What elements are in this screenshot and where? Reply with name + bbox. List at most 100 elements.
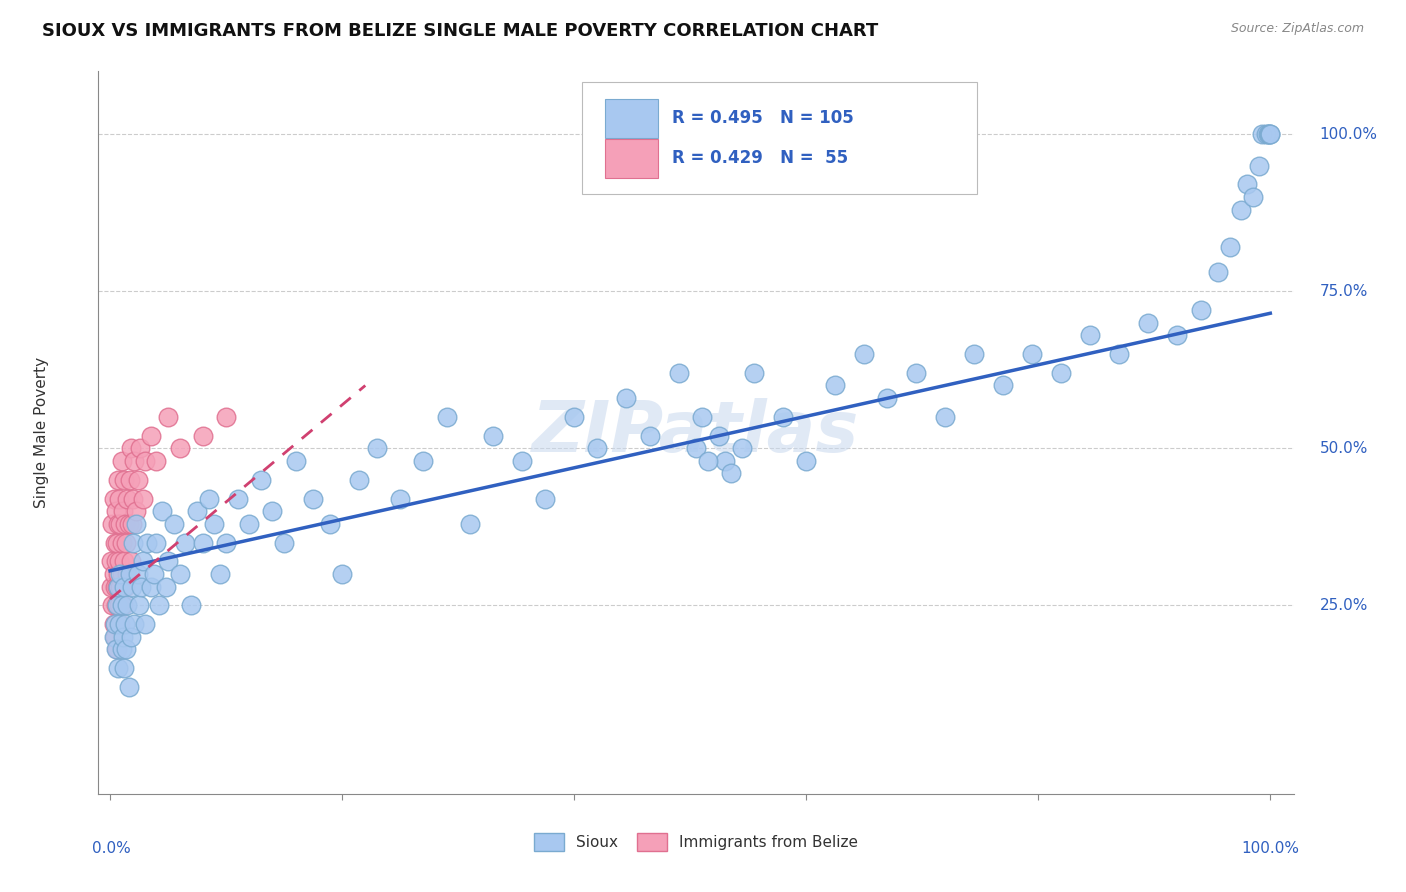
- Point: [104, 642, 127, 657]
- Point: [155, 580, 177, 594]
- Text: Single Male Poverty: Single Male Poverty: [34, 357, 49, 508]
- Point: [330, 566, 353, 581]
- Point: [731, 442, 754, 456]
- Point: [117, 680, 139, 694]
- Point: [134, 617, 156, 632]
- Point: [157, 409, 180, 424]
- Text: ZIPatlas: ZIPatlas: [533, 398, 859, 467]
- Point: [614, 391, 637, 405]
- Point: [389, 491, 412, 506]
- Point: [108, 491, 131, 506]
- Point: [114, 516, 136, 531]
- Point: [112, 554, 135, 568]
- Point: [115, 535, 138, 549]
- Text: SIOUX VS IMMIGRANTS FROM BELIZE SINGLE MALE POVERTY CORRELATION CHART: SIOUX VS IMMIGRANTS FROM BELIZE SINGLE M…: [42, 22, 879, 40]
- Point: [124, 617, 146, 632]
- Point: [111, 454, 134, 468]
- Text: Source: ZipAtlas.com: Source: ZipAtlas.com: [1230, 22, 1364, 36]
- Point: [111, 599, 134, 613]
- Point: [110, 516, 132, 531]
- Point: [638, 429, 661, 443]
- Point: [145, 454, 167, 468]
- Point: [124, 516, 146, 531]
- Point: [101, 599, 124, 613]
- Point: [1258, 127, 1281, 141]
- Point: [436, 409, 458, 424]
- Point: [111, 630, 134, 644]
- Point: [284, 454, 307, 468]
- Point: [319, 516, 342, 531]
- Point: [209, 566, 232, 581]
- Point: [128, 599, 150, 613]
- Point: [772, 409, 794, 424]
- Point: [174, 535, 197, 549]
- Point: [104, 535, 127, 549]
- Point: [114, 617, 136, 632]
- Legend: Sioux, Immigrants from Belize: Sioux, Immigrants from Belize: [526, 826, 866, 858]
- Point: [107, 566, 129, 581]
- Point: [100, 554, 122, 568]
- Point: [143, 566, 166, 581]
- Point: [120, 442, 142, 456]
- Point: [1254, 127, 1277, 141]
- Point: [121, 516, 143, 531]
- Point: [1241, 190, 1264, 204]
- Point: [107, 516, 129, 531]
- Point: [110, 580, 132, 594]
- Point: [1247, 159, 1270, 173]
- Point: [963, 347, 986, 361]
- FancyBboxPatch shape: [605, 99, 658, 138]
- FancyBboxPatch shape: [582, 82, 977, 194]
- Point: [107, 580, 129, 594]
- Point: [124, 504, 146, 518]
- Point: [696, 454, 718, 468]
- Point: [111, 504, 134, 518]
- Point: [134, 454, 156, 468]
- Point: [103, 617, 125, 632]
- Point: [668, 366, 690, 380]
- Point: [690, 409, 713, 424]
- Point: [101, 516, 124, 531]
- Point: [127, 473, 149, 487]
- Point: [204, 516, 226, 531]
- Point: [117, 566, 139, 581]
- Point: [104, 580, 127, 594]
- Point: [273, 535, 295, 549]
- Point: [104, 504, 127, 518]
- Point: [104, 599, 127, 613]
- Text: 50.0%: 50.0%: [1320, 441, 1368, 456]
- Point: [103, 566, 125, 581]
- Point: [1258, 127, 1281, 141]
- Point: [412, 454, 434, 468]
- Text: R = 0.495   N = 105: R = 0.495 N = 105: [672, 110, 853, 128]
- Point: [108, 617, 131, 632]
- Text: 75.0%: 75.0%: [1320, 284, 1368, 299]
- Point: [169, 442, 191, 456]
- Point: [124, 454, 146, 468]
- Point: [111, 535, 134, 549]
- Point: [250, 473, 273, 487]
- Point: [112, 661, 135, 675]
- Point: [215, 409, 238, 424]
- Point: [169, 566, 191, 581]
- Point: [111, 566, 134, 581]
- Text: 100.0%: 100.0%: [1320, 127, 1378, 142]
- Point: [180, 599, 202, 613]
- Point: [993, 378, 1015, 392]
- Point: [714, 454, 737, 468]
- Point: [1206, 265, 1229, 279]
- Point: [120, 630, 142, 644]
- Point: [1080, 328, 1102, 343]
- Point: [112, 473, 135, 487]
- Point: [1021, 347, 1043, 361]
- Point: [122, 535, 145, 549]
- Point: [115, 642, 138, 657]
- Point: [120, 554, 142, 568]
- Point: [111, 599, 134, 613]
- Point: [131, 554, 153, 568]
- Point: [118, 566, 141, 581]
- Point: [118, 473, 141, 487]
- Point: [129, 442, 152, 456]
- Point: [534, 491, 557, 506]
- Point: [103, 630, 125, 644]
